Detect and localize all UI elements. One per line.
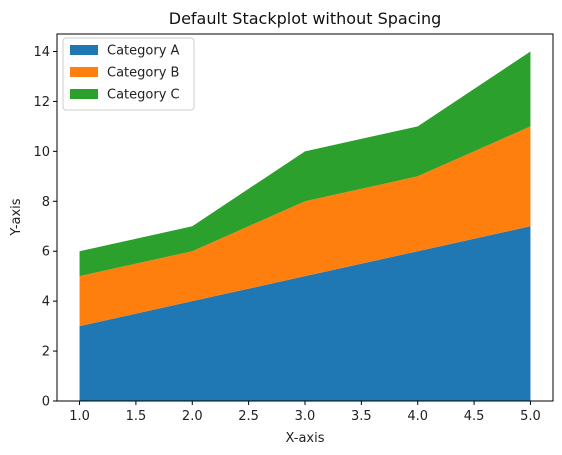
y-tick-label: 14 — [33, 45, 50, 60]
legend-swatch — [70, 89, 98, 99]
y-axis-ticks: 0 2 4 6 8 10 12 14 — [33, 45, 57, 410]
stacked-areas — [79, 51, 531, 401]
y-tick-label: 2 — [42, 345, 50, 360]
legend-swatch — [70, 67, 98, 77]
x-tick-label: 2.0 — [182, 409, 203, 424]
legend-label: Category B — [107, 66, 179, 81]
x-tick-label: 4.0 — [407, 409, 428, 424]
x-tick-label: 3.0 — [295, 409, 316, 424]
x-tick-label: 1.5 — [126, 409, 147, 424]
y-tick-label: 4 — [42, 295, 50, 310]
x-tick-label: 3.5 — [351, 409, 372, 424]
legend: Category A Category B Category C — [62, 37, 195, 111]
x-tick-label: 1.0 — [69, 409, 90, 424]
x-tick-label: 2.5 — [238, 409, 259, 424]
y-tick-label: 8 — [42, 195, 50, 210]
legend-label: Category A — [107, 44, 180, 59]
x-axis-label: X-axis — [286, 431, 325, 446]
legend-label: Category C — [107, 88, 180, 103]
x-tick-label: 4.5 — [464, 409, 485, 424]
y-tick-label: 12 — [33, 95, 50, 110]
area-series-1 — [79, 226, 531, 401]
area-series-2 — [79, 126, 531, 327]
y-tick-label: 6 — [42, 245, 50, 260]
x-tick-label: 5.0 — [520, 409, 541, 424]
y-tick-label: 10 — [33, 145, 50, 160]
legend-swatch — [70, 45, 98, 55]
chart-title: Default Stackplot without Spacing — [169, 9, 441, 28]
y-axis-label: Y-axis — [9, 198, 24, 236]
y-tick-label: 0 — [42, 395, 50, 410]
x-axis-ticks: 1.0 1.5 2.0 2.5 3.0 3.5 4.0 4.5 5.0 — [69, 401, 541, 424]
area-series-3 — [79, 51, 531, 277]
